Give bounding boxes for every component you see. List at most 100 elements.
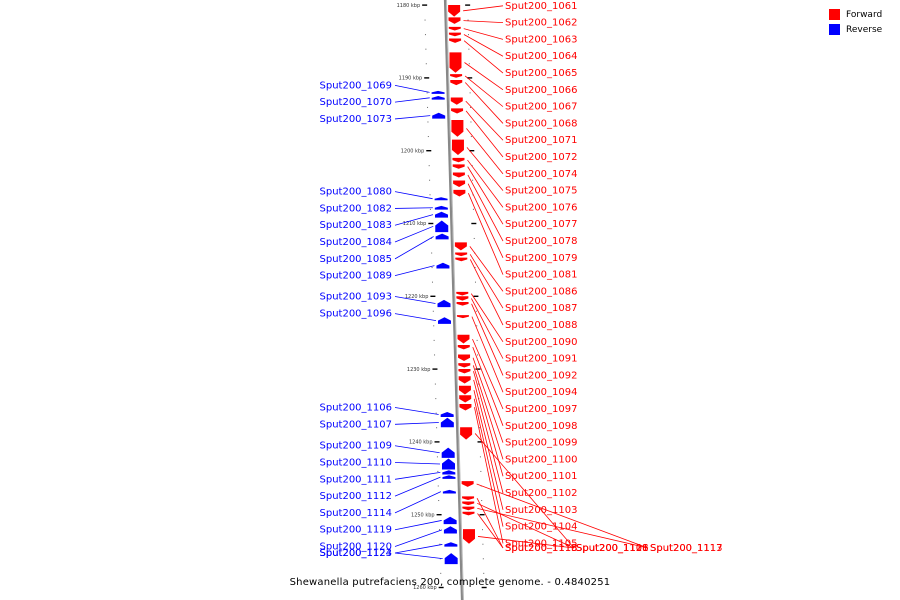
- reverse-gene-label: Sput200_1096: [320, 309, 393, 320]
- forward-gene-label: Sput200_1086: [505, 286, 578, 297]
- forward-gene-leader: [467, 174, 504, 242]
- scale-minor-tick: [424, 19, 426, 21]
- scale-minor-tick: [474, 267, 476, 269]
- scale-minor-tick: [476, 325, 478, 327]
- scale-minor-tick: [434, 354, 436, 356]
- forward-gene-label: Sput200_1094: [505, 387, 578, 398]
- forward-gene-label: Sput200_1067: [505, 102, 578, 113]
- reverse-gene-arrow: [442, 470, 456, 475]
- forward-gene-arrow: [459, 403, 472, 411]
- scale-minor-tick: [469, 92, 471, 94]
- scale-minor-tick: [475, 310, 477, 312]
- scale-minor-tick: [474, 281, 476, 283]
- scale-minor-tick: [435, 412, 437, 414]
- reverse-gene-arrow: [443, 516, 457, 525]
- reverse-gene-leader: [394, 214, 434, 226]
- forward-gene-leader: [466, 128, 504, 175]
- forward-gene-arrow: [462, 511, 475, 516]
- scale-minor-tick: [426, 92, 428, 94]
- scale-minor-tick: [470, 136, 472, 138]
- forward-gene-label: Sput200_1121: [576, 543, 649, 554]
- forward-gene-arrow: [452, 157, 465, 163]
- reverse-gene-label: Sput200_1073: [320, 114, 393, 125]
- scale-minor-tick: [438, 500, 440, 502]
- forward-gene-label: Sput200_1068: [505, 118, 578, 129]
- forward-gene-leader: [467, 183, 504, 258]
- scale-tick: [475, 368, 481, 370]
- forward-gene-label: Sput200_1079: [505, 253, 578, 264]
- scale-minor-tick: [477, 383, 479, 385]
- reverse-gene-arrow: [434, 197, 448, 201]
- forward-gene-label: Sput200_1074: [505, 169, 578, 180]
- forward-gene-label: Sput200_1092: [505, 370, 578, 381]
- forward-gene-arrow: [457, 344, 470, 350]
- scale-tick-label: 1230 kbp: [407, 367, 431, 373]
- reverse-gene-arrow: [444, 542, 458, 547]
- scale-minor-tick: [471, 165, 473, 167]
- reverse-gene-leader: [394, 491, 442, 514]
- forward-gene-leader: [471, 316, 504, 393]
- forward-gene-label: Sput200_1075: [505, 186, 578, 197]
- legend-label-forward: Forward: [846, 9, 883, 20]
- reverse-gene-leader: [394, 462, 441, 465]
- reverse-gene-arrow: [437, 317, 451, 324]
- scale-minor-tick: [481, 500, 483, 502]
- forward-gene-arrow: [450, 97, 463, 105]
- scale-tick-label: 1210 kbp: [403, 221, 427, 227]
- forward-gene-arrow: [449, 52, 462, 73]
- scale-minor-tick: [431, 267, 433, 269]
- forward-gene-arrow: [462, 529, 475, 544]
- forward-gene-leader: [469, 246, 504, 292]
- scale-minor-tick: [483, 572, 485, 574]
- reverse-gene-label: Sput200_1085: [320, 254, 393, 265]
- scale-minor-tick: [432, 310, 434, 312]
- scale-minor-tick: [428, 165, 430, 167]
- forward-gene-arrow: [456, 315, 469, 319]
- forward-gene-leader: [476, 498, 504, 549]
- forward-gene-leader: [471, 298, 504, 359]
- forward-gene-arrow: [451, 120, 464, 137]
- scale-minor-tick: [436, 456, 438, 458]
- reverse-gene-arrow: [435, 233, 449, 240]
- scale-tick-label: 1200 kbp: [401, 148, 425, 154]
- forward-gene-arrow: [457, 334, 470, 344]
- forward-gene-label: Sput200_1116: [576, 543, 649, 554]
- forward-gene-arrow: [451, 108, 464, 114]
- forward-gene-arrow: [458, 369, 471, 374]
- forward-gene-label: Sput200_1104: [505, 522, 578, 533]
- scale-tick: [465, 4, 471, 6]
- scale-tick: [467, 77, 473, 79]
- reverse-gene-leader: [394, 552, 443, 560]
- forward-gene-arrow: [450, 79, 463, 86]
- forward-gene-leader: [466, 147, 504, 191]
- scale-minor-tick: [433, 339, 435, 341]
- scale-minor-tick: [427, 106, 429, 108]
- reverse-gene-label: Sput200_1082: [320, 203, 393, 214]
- scale-tick-label: 1250 kbp: [411, 512, 435, 518]
- reverse-gene-label: Sput200_1093: [320, 291, 393, 302]
- scale-minor-tick: [479, 427, 481, 429]
- forward-gene-label: Sput200_1064: [505, 51, 578, 62]
- forward-gene-label: Sput200_1097: [505, 404, 578, 415]
- reverse-gene-label: Sput200_1112: [320, 491, 393, 502]
- genome-axis-layer: [443, 0, 465, 600]
- reverse-gene-leader: [394, 544, 443, 554]
- scale-tick: [436, 514, 442, 516]
- forward-gene-label: Sput200_1078: [505, 236, 578, 247]
- forward-gene-label: Sput200_1065: [505, 68, 578, 79]
- kbp-scale: 1180 kbp 1190 kbp 1200 kbp 1210 kbp 1220 kbp…: [397, 3, 487, 591]
- forward-gene-arrow: [448, 17, 461, 24]
- forward-gene-label: Sput200_1091: [505, 354, 578, 365]
- reverse-gene-label: Sput200_1110: [320, 458, 393, 469]
- forward-gene-label: Sput200_1066: [505, 85, 578, 96]
- scale-minor-tick: [470, 121, 472, 123]
- reverse-gene-label: Sput200_1106: [320, 403, 393, 414]
- forward-gene-arrow: [451, 139, 464, 155]
- forward-gene-label: Sput200_1118: [505, 543, 578, 554]
- forward-gene-arrow: [462, 506, 475, 511]
- forward-gene-arrow: [460, 427, 473, 440]
- forward-gene-leader: [467, 166, 504, 225]
- reverse-gene-label: Sput200_1107: [320, 419, 393, 430]
- scale-minor-tick: [477, 354, 479, 356]
- legend-swatch-forward: [829, 9, 840, 20]
